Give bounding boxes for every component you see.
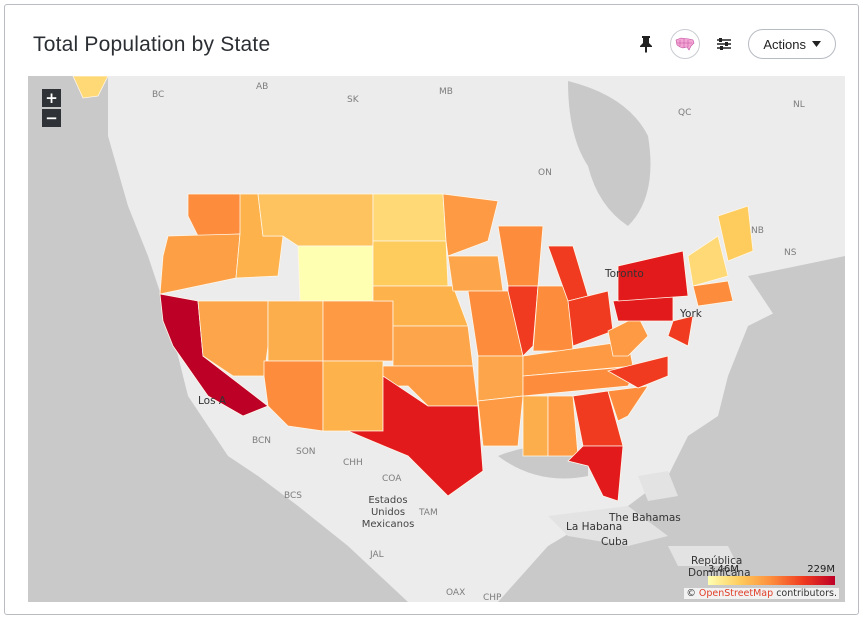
cuba-land (548, 506, 668, 546)
label-sk: SK (347, 95, 359, 105)
alaska-patch (72, 76, 109, 99)
atlantic-gulf (748, 256, 845, 336)
zoom-out-button[interactable]: − (42, 109, 61, 127)
city-cuba: Cuba (601, 536, 629, 548)
choropleth-map[interactable]: + − BC AB SK MB ON QC NL NB NS BCN SON C… (28, 76, 845, 602)
settings-sliders-icon[interactable] (712, 32, 736, 56)
city-la-habana: La Habana (566, 521, 623, 533)
label-ab: AB (256, 82, 269, 92)
pin-icon[interactable] (634, 32, 658, 56)
mexico-line-1: Estados (368, 495, 408, 506)
label-jal: JAL (370, 550, 384, 560)
label-chp: CHP (483, 593, 502, 602)
mexico-line-3: Mexicanos (361, 519, 415, 530)
panel-title: Total Population by State (33, 33, 271, 56)
label-coa: COA (382, 474, 402, 484)
bahamas-land (638, 471, 678, 501)
legend-min: 3.46M (708, 564, 739, 575)
city-bahamas: The Bahamas (609, 512, 681, 524)
label-son: SON (296, 447, 316, 457)
caret-down-icon (812, 41, 821, 47)
label-bcn: BCN (252, 436, 272, 446)
mexico-line-2: Unidos (370, 507, 406, 518)
label-mb: MB (439, 87, 453, 97)
attribution-suffix: contributors. (776, 588, 837, 599)
label-on: ON (538, 168, 552, 178)
hispaniola-land (668, 546, 738, 566)
usa-map-icon (676, 37, 695, 51)
us-states[interactable] (159, 193, 754, 502)
legend-max: 229M (807, 564, 835, 575)
zoom-controls: + − (42, 89, 62, 127)
city-toronto: Toronto (605, 268, 644, 280)
label-bc: BC (152, 90, 165, 100)
legend-gradient (708, 576, 835, 585)
zoom-in-button[interactable]: + (42, 89, 61, 107)
map-attribution: © OpenStreetMap contributors. (684, 588, 839, 599)
attribution-prefix: © (686, 588, 696, 599)
map-canvas (28, 76, 845, 602)
actions-dropdown[interactable]: Actions (748, 29, 836, 59)
map-legend: 3.46M 229M (708, 564, 835, 585)
label-qc: QC (678, 108, 692, 118)
city-republica: República (691, 555, 743, 567)
map-view-button[interactable] (670, 29, 701, 59)
label-nl: NL (793, 100, 805, 110)
label-bcs: BCS (284, 491, 303, 501)
label-tam: TAM (419, 508, 438, 518)
hudson-bay (568, 81, 651, 226)
city-mexico: Estados Unidos Mexicanos (346, 495, 430, 531)
label-chh: CHH (343, 458, 363, 468)
city-new-york: York (680, 308, 702, 320)
label-ns: NS (784, 248, 797, 258)
actions-label: Actions (763, 36, 806, 52)
city-los-angeles: Los A (198, 395, 227, 407)
population-panel: Total Population by State Actions (4, 4, 859, 615)
label-nb: NB (751, 226, 764, 236)
label-oax: OAX (446, 588, 466, 598)
panel-toolbar: Actions (634, 29, 836, 59)
osm-link[interactable]: OpenStreetMap (698, 588, 774, 599)
